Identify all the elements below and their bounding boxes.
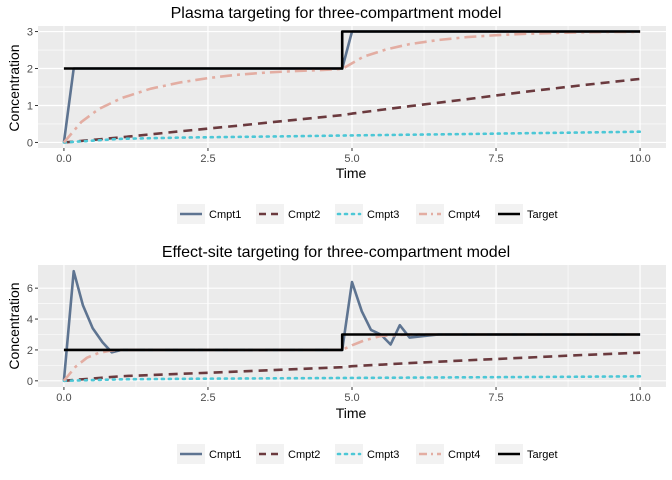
- legend-key-background: [416, 444, 444, 464]
- series-line-cmpt4: [62, 30, 641, 144]
- legend-item-cmpt1: Cmpt1: [177, 444, 241, 464]
- x-tick-label: 5.0: [344, 392, 359, 404]
- legend-label-cmpt1: Cmpt1: [209, 449, 241, 461]
- plot-area: [38, 26, 666, 148]
- x-tick-label: 0.0: [56, 153, 71, 165]
- series-line-cmpt2: [63, 77, 641, 144]
- plot-area: [38, 265, 666, 387]
- x-axis-label: Time: [336, 165, 367, 181]
- x-tick-label: 7.5: [488, 392, 503, 404]
- x-axis-label: Time: [336, 405, 367, 421]
- y-tick-label: 4: [27, 314, 33, 326]
- series-lines: [62, 269, 642, 383]
- legend-label-cmpt2: Cmpt2: [288, 209, 320, 221]
- legend-label-cmpt3: Cmpt3: [367, 209, 399, 221]
- chart-title: Plasma targeting for three-compartment m…: [171, 5, 502, 22]
- x-tick-label: 7.5: [488, 153, 503, 165]
- x-tick-label: 2.5: [200, 153, 215, 165]
- legend-item-target: Target: [495, 204, 558, 224]
- legend-key-background: [335, 444, 363, 464]
- legend-label-cmpt1: Cmpt1: [209, 209, 241, 221]
- series-line-cmpt2: [63, 351, 641, 383]
- y-tick-label: 6: [27, 283, 33, 295]
- legend-label-cmpt4: Cmpt4: [448, 449, 480, 461]
- x-tick-label: 5.0: [344, 153, 359, 165]
- effect-site-chart: Effect-site targeting for three-compartm…: [6, 244, 666, 421]
- y-tick-label: 3: [27, 27, 33, 39]
- legend-item-cmpt2: Cmpt2: [256, 204, 320, 224]
- legend-item-cmpt2: Cmpt2: [256, 444, 320, 464]
- legend-key-background: [335, 204, 363, 224]
- y-tick-label: 2: [27, 345, 33, 357]
- series-line-cmpt3: [62, 374, 642, 383]
- legend-label-target: Target: [527, 209, 558, 221]
- legend-item-cmpt1: Cmpt1: [177, 204, 241, 224]
- legend-label-cmpt4: Cmpt4: [448, 209, 480, 221]
- x-tick-label: 2.5: [200, 392, 215, 404]
- series-line-cmpt3: [62, 130, 642, 144]
- legend-item-cmpt3: Cmpt3: [335, 444, 399, 464]
- chart-title: Effect-site targeting for three-compartm…: [162, 244, 510, 261]
- y-tick-label: 1: [27, 100, 33, 112]
- effect-site-legend: Cmpt1 Cmpt2 Cmpt3 Cmpt4 Target: [177, 444, 558, 464]
- legend-key-background: [416, 204, 444, 224]
- y-tick-label: 0: [27, 137, 33, 149]
- plasma-chart: Plasma targeting for three-compartment m…: [6, 5, 666, 181]
- x-tick-label: 0.0: [56, 392, 71, 404]
- y-tick-label: 2: [27, 64, 33, 76]
- series-line-target: [63, 333, 641, 352]
- legend-label-cmpt3: Cmpt3: [367, 449, 399, 461]
- legend-item-cmpt4: Cmpt4: [416, 444, 480, 464]
- y-tick-label: 0: [27, 376, 33, 388]
- legend-label-target: Target: [527, 449, 558, 461]
- y-axis-label: Concentration: [6, 44, 22, 131]
- series-lines: [62, 30, 642, 144]
- legend-item-cmpt3: Cmpt3: [335, 204, 399, 224]
- x-tick-label: 10.0: [629, 153, 650, 165]
- y-axis-label: Concentration: [6, 282, 22, 369]
- plasma-legend: Cmpt1 Cmpt2 Cmpt3 Cmpt4 Target: [177, 204, 558, 224]
- legend-label-cmpt2: Cmpt2: [288, 449, 320, 461]
- series-line-target: [63, 30, 641, 70]
- x-tick-label: 10.0: [629, 392, 650, 404]
- legend-key-background: [256, 204, 284, 224]
- legend-item-target: Target: [495, 444, 558, 464]
- legend-item-cmpt4: Cmpt4: [416, 204, 480, 224]
- legend-key-background: [256, 444, 284, 464]
